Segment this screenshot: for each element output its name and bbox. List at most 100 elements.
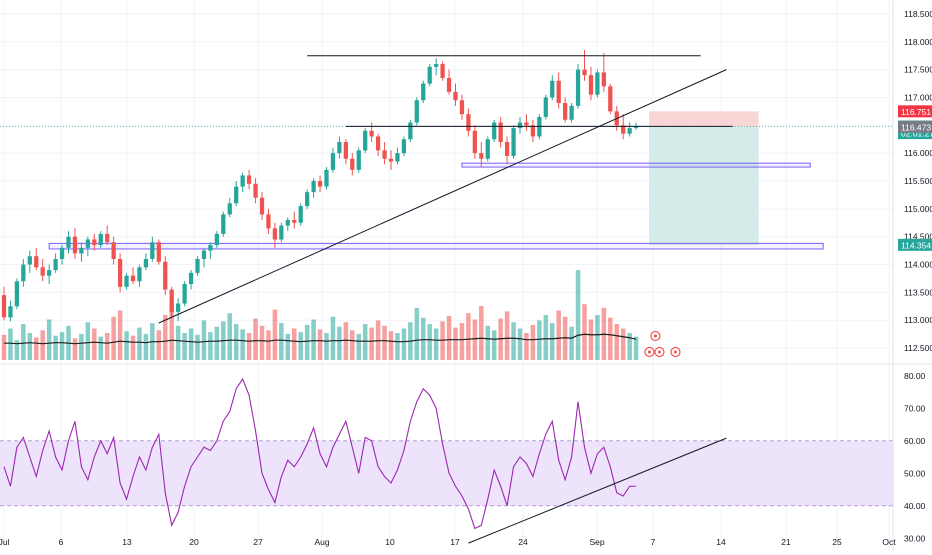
volume-bar <box>614 324 620 360</box>
candle-body <box>169 289 174 312</box>
candle-body <box>492 122 497 140</box>
volume-bar <box>343 322 349 360</box>
volume-bar <box>21 324 26 360</box>
candle-body <box>375 136 381 151</box>
volume-bar <box>104 333 110 360</box>
candle-body <box>208 245 213 251</box>
candle-body <box>117 258 123 287</box>
candle-body <box>459 100 465 115</box>
candle-body <box>227 203 232 215</box>
price-tick-label: 117.500 <box>904 65 932 75</box>
candle-body <box>221 214 226 234</box>
volume-bar <box>214 326 220 360</box>
candle-body <box>479 153 484 159</box>
volume-bar <box>1 334 7 360</box>
date-tick-label: Jul <box>0 537 10 547</box>
rsi-pane[interactable] <box>0 377 893 544</box>
candle-body <box>569 105 574 120</box>
candle-body <box>446 77 452 92</box>
candle-body <box>85 239 90 248</box>
candle-body <box>163 261 168 290</box>
candle-body <box>143 258 149 268</box>
volume-bar <box>504 311 510 360</box>
candle-body <box>472 130 477 154</box>
volume-bar <box>137 327 142 360</box>
volume-bar <box>27 333 33 360</box>
date-tick-label: 25 <box>832 537 842 547</box>
volume-bar <box>433 328 439 360</box>
candle-body <box>150 242 155 259</box>
candle-body <box>350 158 355 170</box>
candle-body <box>324 169 329 187</box>
volume-bar <box>162 315 168 360</box>
date-tick-label: 13 <box>122 537 132 547</box>
candle-body <box>511 128 516 156</box>
volume-bar <box>59 332 65 360</box>
volume-bar <box>117 310 123 360</box>
volume-bar <box>350 330 355 360</box>
volume-bar <box>130 335 136 360</box>
volume-bar <box>72 338 78 360</box>
volume-bar <box>459 323 465 360</box>
volume-bar <box>46 319 52 360</box>
candle-body <box>337 142 342 154</box>
rsi-line <box>3 377 637 530</box>
candle-body <box>550 80 555 98</box>
candle-body <box>285 219 290 226</box>
volume-bar <box>369 327 374 360</box>
candle-body <box>582 69 587 76</box>
volume-bar <box>227 313 233 360</box>
candle-body <box>253 183 258 198</box>
candle-body <box>279 225 284 240</box>
volume-bar <box>233 324 239 360</box>
volume-bar <box>517 328 523 360</box>
volume-bar <box>582 304 587 360</box>
candle-body <box>201 250 207 259</box>
candle-body <box>246 175 252 184</box>
countdown-badge-text: 02:01:27 <box>901 129 932 139</box>
candle-body <box>298 206 303 223</box>
candle-body <box>517 122 523 129</box>
candle-body <box>137 267 142 282</box>
event-marker-dot-icon <box>653 334 657 338</box>
candle-body <box>504 142 510 156</box>
volume-bar <box>79 333 84 360</box>
candle-body <box>21 264 26 282</box>
candle-body <box>156 242 161 262</box>
volume-bar <box>272 309 278 360</box>
volume-bar <box>246 333 252 360</box>
date-tick-label: 24 <box>518 537 528 547</box>
volume-bar <box>453 327 458 360</box>
candle-body <box>59 247 65 259</box>
bid-badge-text: 116.473 <box>901 122 931 132</box>
candle-body <box>369 130 374 137</box>
candle-body <box>92 239 97 246</box>
volume-bar <box>595 315 600 360</box>
volume-bar <box>388 331 394 360</box>
event-marker-dot-icon <box>647 350 651 354</box>
take-profit-zone <box>649 126 759 245</box>
date-tick-label: 17 <box>450 537 460 547</box>
target-badge-text: 114.354 <box>901 240 931 250</box>
price-tick-label: 117.000 <box>904 92 932 102</box>
volume-bar <box>259 325 265 360</box>
volume-bar <box>479 306 484 360</box>
candle-body <box>427 66 432 84</box>
candle-body <box>14 281 20 307</box>
candle-body <box>395 153 400 162</box>
candle-body <box>595 72 600 95</box>
candle-body <box>453 91 458 101</box>
rsi-support-line <box>468 437 727 544</box>
price-tick-label: 115.000 <box>904 204 932 214</box>
volume-bar <box>266 330 271 360</box>
date-tick-label: Oct <box>882 537 896 547</box>
candle-body <box>27 256 32 265</box>
candle-body <box>130 275 136 282</box>
volume-bar <box>382 325 387 360</box>
volume-bar <box>356 333 362 360</box>
volume-bar <box>569 326 574 360</box>
price-tick-label: 113.000 <box>904 315 932 325</box>
candle-body <box>292 219 297 223</box>
